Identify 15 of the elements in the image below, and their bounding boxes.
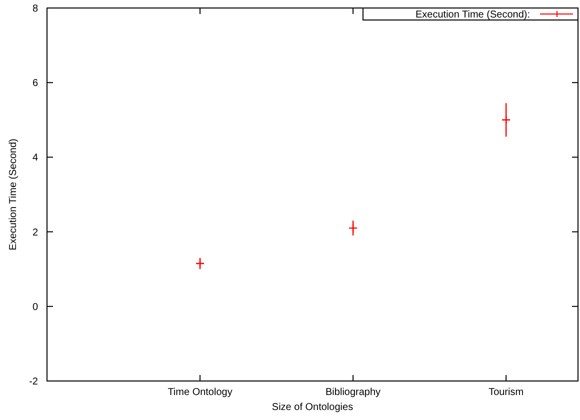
y-tick-label: -2 [29, 376, 38, 388]
y-tick-label: 4 [32, 152, 38, 164]
x-tick-label: Time Ontology [168, 387, 232, 398]
x-tick-label: Bibliography [326, 387, 381, 398]
x-tick-label: Tourism [488, 387, 524, 398]
point [348, 223, 358, 233]
y-tick-label: 8 [32, 4, 38, 14]
legend-label: Execution Time (Second): [416, 10, 530, 20]
y-tick-label: 0 [32, 302, 38, 313]
y-tick-label: 2 [32, 227, 38, 238]
point [195, 258, 205, 268]
x-axis-title: Size of Ontologies [272, 402, 354, 413]
y-tick-label: 6 [32, 78, 38, 90]
point [501, 115, 511, 124]
y-axis-title: Execution Time (Second) [8, 138, 19, 250]
